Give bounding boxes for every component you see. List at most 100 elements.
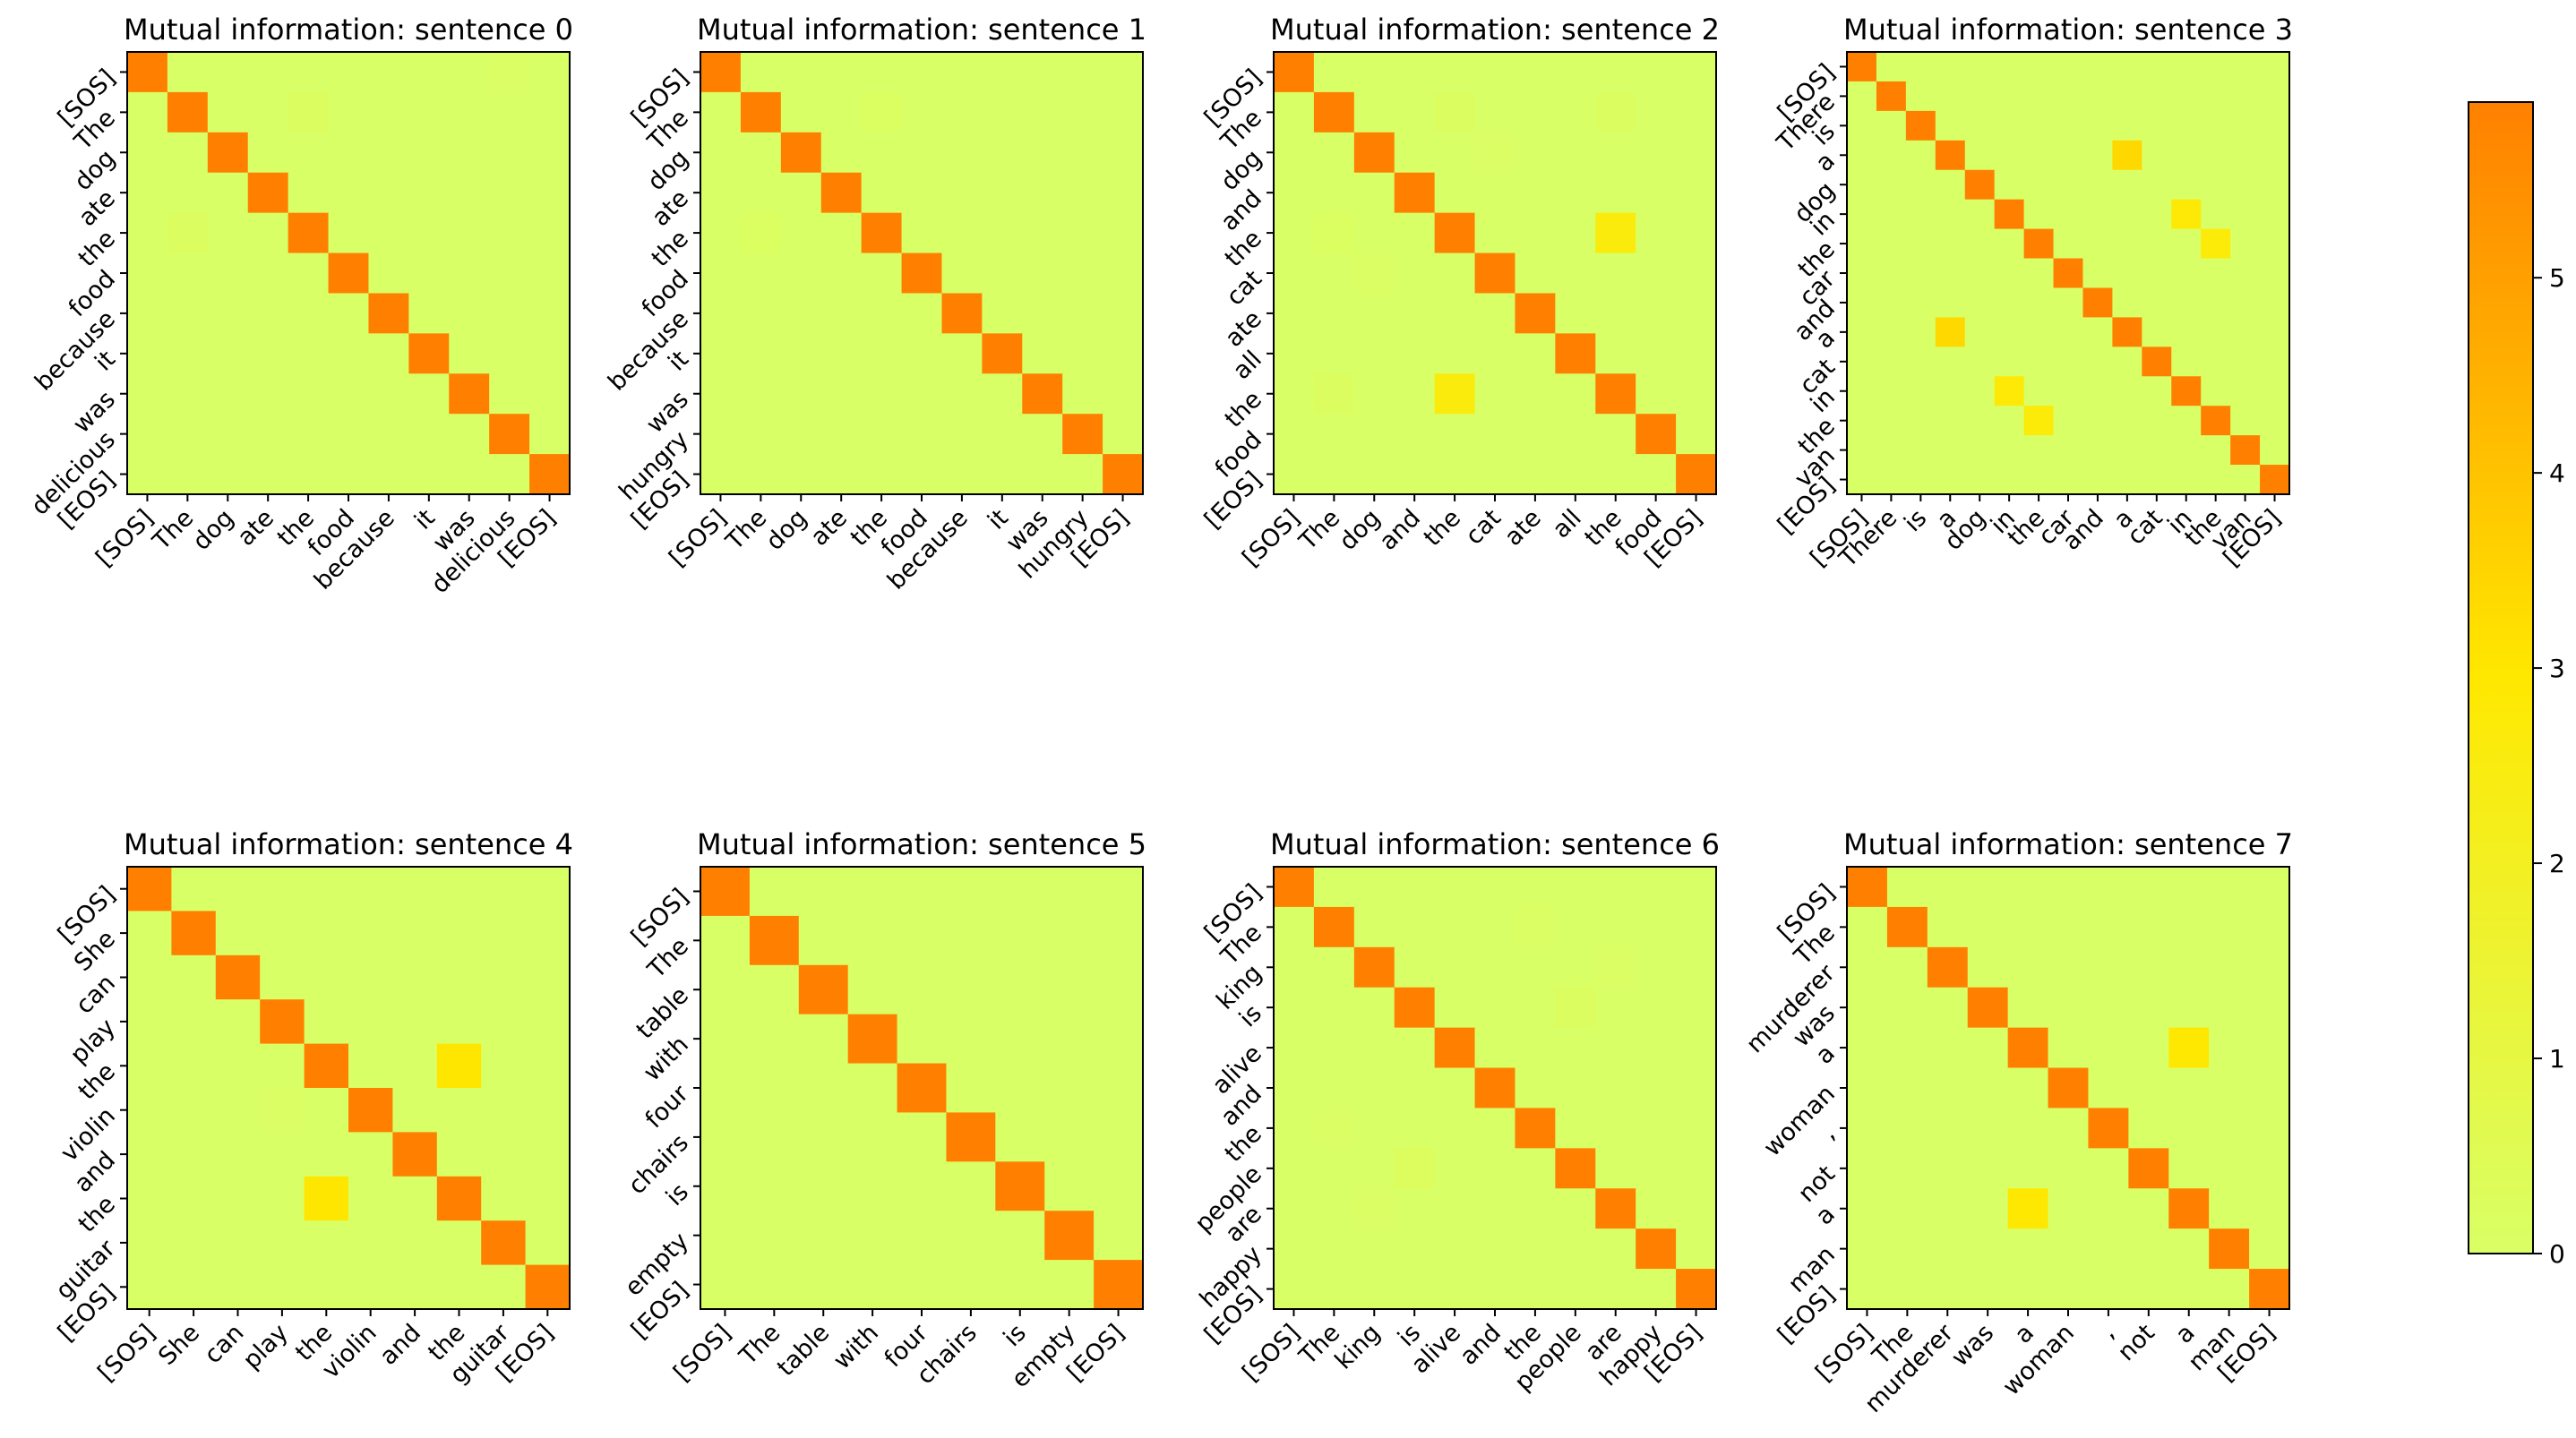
y-tick-label: ate [73,184,121,232]
heatmap-cell [2142,110,2172,141]
heatmap-cell [2201,435,2231,466]
heatmap-cell [2053,140,2084,171]
x-tick-label: and [1374,504,1426,556]
heatmap-cell [215,1088,261,1133]
y-tick-label: play [65,1014,121,1069]
heatmap-cell [1847,1108,1888,1149]
heatmap-cell [1474,1108,1516,1149]
heatmap-cell [1886,906,1928,948]
heatmap-cell [1595,1027,1636,1069]
heatmap-cell [2168,987,2210,1029]
heatmap-cell [2082,258,2113,289]
heatmap-cell [288,172,330,214]
heatmap-cell [288,333,330,374]
heatmap-cell [1394,946,1436,989]
heatmap-cell [1474,1269,1516,1310]
heatmap-cell [1394,1067,1436,1109]
heatmap-cell [1676,172,1717,214]
heatmap-cell [946,915,996,966]
heatmap-cell [1274,373,1315,415]
heatmap-cell [1994,169,2025,201]
heatmap-cell [2201,376,2231,407]
heatmap-cell [700,91,742,133]
heatmap-cell [897,1014,948,1065]
heatmap-cell [1313,1188,1355,1229]
heatmap-cell [2082,347,2113,377]
heatmap-panel-3: Mutual information: sentence 3[SOS][SOS]… [1772,13,2293,573]
heatmap-cell [1964,435,1996,466]
heatmap-cell [167,454,209,495]
heatmap-cell [1676,1148,1717,1189]
heatmap-cell [304,954,349,1000]
heatmap-cell [2209,1148,2250,1189]
heatmap-cell [2048,1269,2090,1310]
heatmap-cell [861,52,903,93]
heatmap-cell [982,333,1023,374]
heatmap-cell [2112,140,2142,171]
heatmap-cell [820,91,863,133]
heatmap-cell [1094,1063,1144,1114]
heatmap-cell [368,293,409,334]
heatmap-cell [1886,1148,1928,1189]
heatmap-cell [1636,1148,1677,1189]
heatmap-cell [1313,1269,1355,1310]
heatmap-cell [2128,906,2169,948]
heatmap-cell [328,91,370,133]
x-tick-label: dog [760,504,812,556]
heatmap-cell [897,1211,948,1261]
heatmap-cell [2171,81,2202,112]
heatmap-cell [304,1088,349,1133]
heatmap-cell [408,293,450,334]
heatmap-cell [1313,212,1355,254]
heatmap-cell [2260,435,2290,466]
heatmap-cell [1044,1161,1095,1211]
heatmap-cell [1636,91,1677,133]
heatmap-cell [2023,140,2055,171]
heatmap-panel-7: Mutual information: sentence 7[SOS][SOS]… [1741,827,2293,1418]
heatmap-cell [1935,228,1966,260]
heatmap-cell [2023,169,2055,201]
heatmap-cell [2249,1108,2290,1149]
heatmap-cell [348,867,393,912]
heatmap-cell [489,132,530,174]
heatmap-cell [1967,1027,2009,1069]
heatmap-cell [247,52,289,93]
heatmap-cell [288,373,330,415]
heatmap-cell [1876,81,1907,112]
colorbar-tick-label: 4 [2549,458,2565,488]
heatmap-cell [2088,867,2129,908]
heatmap-cell [2023,317,2055,347]
heatmap-cell [1595,212,1636,254]
heatmap-cell [1022,172,1063,214]
colorbar-bar [2468,101,2534,1254]
heatmap-cell [2048,987,2090,1029]
heatmap-cell [1094,1112,1144,1162]
heatmap-cell [1935,81,1966,112]
heatmap-cell [529,91,571,133]
heatmap-cell [1595,1148,1636,1189]
heatmap-cell [2048,906,2090,948]
heatmap-cell [2053,258,2084,289]
heatmap-cell [481,867,527,912]
heatmap-cell [1636,414,1677,455]
heatmap-cell [481,954,527,1000]
heatmap-cell [2053,81,2084,112]
heatmap-cell [1555,1228,1596,1270]
heatmap-cell [861,132,903,174]
heatmap-cell [1313,333,1355,374]
heatmap-cell [2142,228,2172,260]
heatmap-cell [1927,987,1969,1029]
heatmap-cell [1967,946,2009,989]
heatmap-cell [861,91,903,133]
heatmap-cell [2201,81,2231,112]
heatmap-cell [1353,946,1395,989]
heatmap-cell [2171,228,2202,260]
heatmap-cell [1847,987,1888,1029]
heatmap-cell [1967,987,2009,1029]
heatmap-cell [1094,867,1144,917]
heatmap-cell [328,253,370,295]
heatmap-cell [1474,867,1516,908]
heatmap-cell [700,867,751,917]
heatmap-cell [1595,1269,1636,1310]
heatmap-cell [897,1063,948,1114]
